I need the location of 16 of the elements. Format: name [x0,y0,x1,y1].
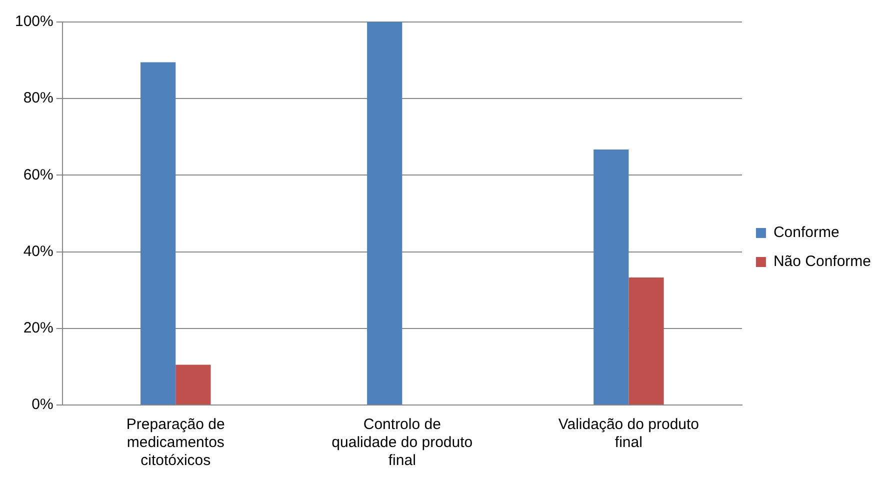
y-tick-label: 40% [23,242,54,260]
y-tick-label: 80% [23,90,54,107]
bar [176,364,211,404]
x-tick-label: Preparação de medicamentos citotóxicos [126,416,225,470]
bar [594,150,629,404]
y-tick-label: 100% [14,13,54,30]
bar [628,277,664,404]
y-tick-label: 0% [32,396,54,414]
bar [367,22,402,404]
legend-label: Não Conforme [773,253,872,270]
x-tick-label: Controlo de qualidade do produto final [332,416,473,470]
x-tick-label: Validação do produto final [558,416,700,452]
bar [140,62,176,404]
y-tick-label: 60% [23,166,54,184]
legend-label: Conforme [773,224,840,242]
y-tick-label: 20% [23,320,54,337]
